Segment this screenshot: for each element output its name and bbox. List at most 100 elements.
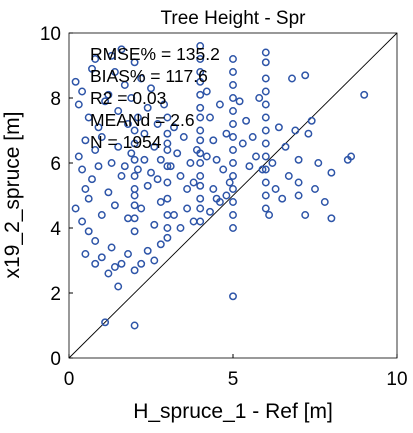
data-point bbox=[196, 204, 205, 213]
y-tick-label: 8 bbox=[50, 89, 61, 110]
data-point bbox=[163, 178, 172, 187]
data-point bbox=[176, 224, 185, 232]
data-point bbox=[271, 185, 280, 193]
data-point bbox=[163, 162, 172, 171]
data-point bbox=[160, 100, 169, 109]
data-point bbox=[252, 152, 260, 161]
data-point bbox=[117, 259, 126, 268]
data-point bbox=[229, 94, 237, 102]
data-point bbox=[107, 51, 116, 60]
data-point bbox=[163, 129, 172, 138]
data-point bbox=[278, 194, 287, 203]
data-point bbox=[222, 129, 231, 138]
data-point bbox=[186, 159, 195, 167]
data-point bbox=[229, 224, 237, 232]
data-point bbox=[196, 77, 205, 86]
data-point bbox=[143, 103, 152, 112]
data-point bbox=[137, 204, 146, 213]
data-point bbox=[173, 149, 182, 158]
data-points bbox=[71, 42, 369, 330]
data-point bbox=[229, 55, 237, 63]
data-point bbox=[130, 155, 139, 164]
data-point bbox=[133, 113, 142, 122]
y-tick-label: 4 bbox=[50, 219, 61, 240]
data-point bbox=[150, 220, 159, 229]
data-point bbox=[261, 165, 270, 174]
data-point bbox=[156, 155, 165, 164]
stat-meand: MEANd = 2.6 bbox=[90, 110, 195, 130]
data-point bbox=[229, 146, 237, 154]
data-point bbox=[314, 159, 323, 167]
data-point bbox=[183, 185, 192, 193]
data-point bbox=[133, 165, 142, 174]
data-point bbox=[156, 240, 165, 249]
data-point bbox=[91, 55, 100, 63]
data-point bbox=[327, 168, 336, 177]
data-point bbox=[130, 126, 139, 135]
data-point bbox=[294, 178, 303, 187]
data-point bbox=[81, 185, 90, 193]
data-point bbox=[347, 152, 356, 161]
data-point bbox=[196, 172, 205, 180]
data-point bbox=[229, 81, 237, 89]
y-tick-label: 6 bbox=[50, 154, 61, 175]
data-point bbox=[242, 116, 251, 125]
x-tick-label: 10 bbox=[386, 369, 407, 390]
data-point bbox=[153, 120, 162, 128]
one-to-one-line bbox=[68, 32, 398, 359]
data-point bbox=[222, 191, 231, 200]
x-axis-ticks: 0 5 10 bbox=[64, 354, 408, 390]
y-tick-label: 2 bbox=[50, 284, 61, 305]
data-point bbox=[71, 77, 80, 86]
data-point bbox=[84, 113, 93, 122]
data-point bbox=[78, 87, 87, 96]
data-point bbox=[143, 181, 152, 190]
data-point bbox=[110, 201, 119, 210]
data-point bbox=[229, 107, 237, 115]
data-point bbox=[196, 181, 205, 190]
x-tick-label: 5 bbox=[228, 369, 239, 390]
data-point bbox=[147, 168, 155, 177]
data-point bbox=[248, 133, 257, 141]
data-point bbox=[88, 175, 96, 184]
data-point bbox=[212, 155, 221, 164]
data-point bbox=[311, 185, 319, 193]
data-point bbox=[288, 74, 296, 83]
data-point bbox=[120, 162, 129, 171]
data-point bbox=[206, 207, 214, 216]
data-point bbox=[202, 152, 211, 161]
data-point bbox=[261, 204, 270, 213]
data-point bbox=[137, 74, 146, 83]
data-point bbox=[196, 103, 205, 112]
data-point bbox=[301, 211, 310, 219]
data-point bbox=[78, 165, 87, 174]
stat-n: N = 1954 bbox=[90, 132, 162, 152]
data-point bbox=[196, 90, 205, 99]
data-point bbox=[110, 68, 119, 76]
data-point bbox=[229, 68, 237, 76]
data-point bbox=[261, 87, 270, 96]
data-point bbox=[261, 152, 270, 161]
stat-bias: BIAS% = 117.6 bbox=[90, 66, 208, 86]
data-point bbox=[163, 224, 172, 232]
data-point bbox=[101, 318, 110, 327]
data-point bbox=[94, 123, 103, 132]
data-point bbox=[84, 227, 93, 236]
data-point bbox=[91, 146, 100, 154]
data-point bbox=[143, 246, 152, 255]
x-tick-label: 0 bbox=[64, 369, 75, 390]
data-point bbox=[258, 165, 267, 174]
data-point bbox=[219, 165, 228, 174]
stat-r2: R2 = 0.03 bbox=[90, 88, 166, 108]
data-point bbox=[179, 133, 188, 141]
data-point bbox=[301, 71, 310, 80]
data-point bbox=[209, 136, 218, 145]
data-point bbox=[84, 194, 93, 203]
data-point bbox=[127, 149, 136, 158]
data-point bbox=[261, 126, 270, 135]
data-point bbox=[215, 100, 224, 109]
data-point bbox=[261, 58, 270, 67]
data-point bbox=[74, 100, 83, 109]
stats-box: RMSE% = 135.2 BIAS% = 117.6 R2 = 0.03 ME… bbox=[90, 44, 220, 152]
